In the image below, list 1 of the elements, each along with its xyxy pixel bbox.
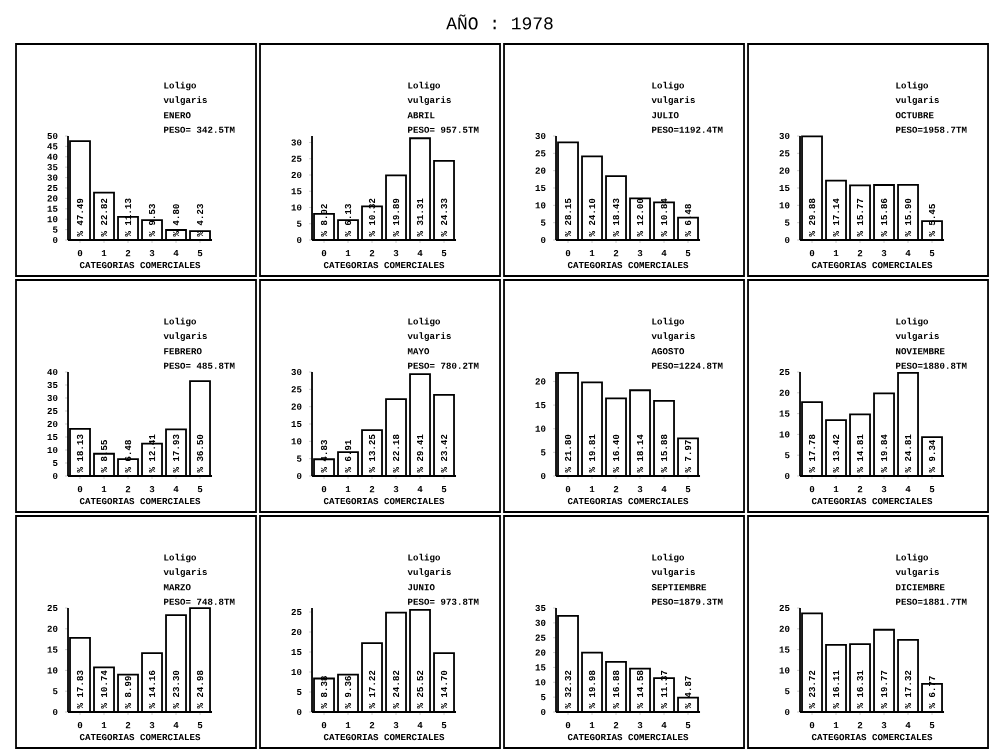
text: AÑO : 1978 [446, 14, 553, 30]
